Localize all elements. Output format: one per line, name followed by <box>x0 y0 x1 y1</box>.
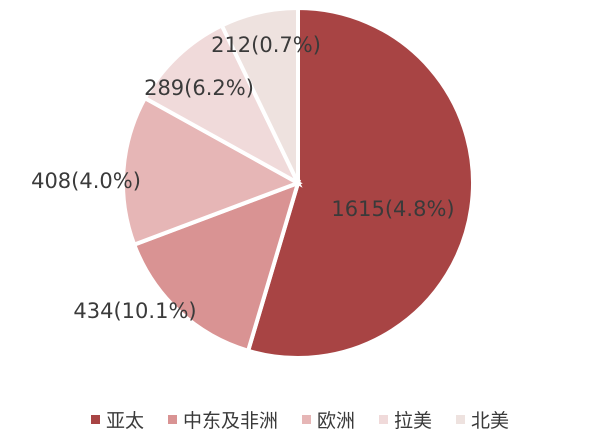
legend-swatch <box>301 414 311 424</box>
legend-item: 亚太 <box>90 406 144 433</box>
chart-legend: 亚太 中东及非洲 欧洲 拉美 北美 <box>0 404 600 434</box>
slice-data-label: 434(10.1%) <box>73 299 196 323</box>
pie-slice-2 <box>121 95 303 248</box>
legend-swatch <box>90 414 100 424</box>
slice-data-label: 212(0.7%) <box>211 33 321 57</box>
slice-data-label: 408(4.0%) <box>31 169 141 193</box>
slice-data-label: 1615(4.8%) <box>331 197 454 221</box>
slice-data-label: 289(6.2%) <box>144 76 254 100</box>
legend-label: 欧洲 <box>316 409 355 432</box>
legend-swatch <box>456 414 466 424</box>
pie-slice-3 <box>142 22 303 188</box>
legend-swatch <box>379 414 388 424</box>
legend-item: 拉美 <box>379 406 432 433</box>
pie-slice-4 <box>219 5 300 184</box>
legend-item: 中东及非洲 <box>167 406 278 433</box>
legend-swatch <box>167 414 177 424</box>
legend-label: 北美 <box>471 409 510 432</box>
pie-slice-1 <box>131 179 302 354</box>
legend-item: 北美 <box>456 406 509 433</box>
legend-label: 中东及非洲 <box>182 409 278 432</box>
pie-slice-0 <box>245 5 475 360</box>
legend-label: 亚太 <box>105 409 144 432</box>
pie-chart-svg: 1615(4.8%) 434(10.1%) 408(4.0%) 289(6.2%) 21… <box>31 5 475 360</box>
legend-item: 欧洲 <box>301 406 355 433</box>
legend-label: 拉美 <box>394 409 433 432</box>
